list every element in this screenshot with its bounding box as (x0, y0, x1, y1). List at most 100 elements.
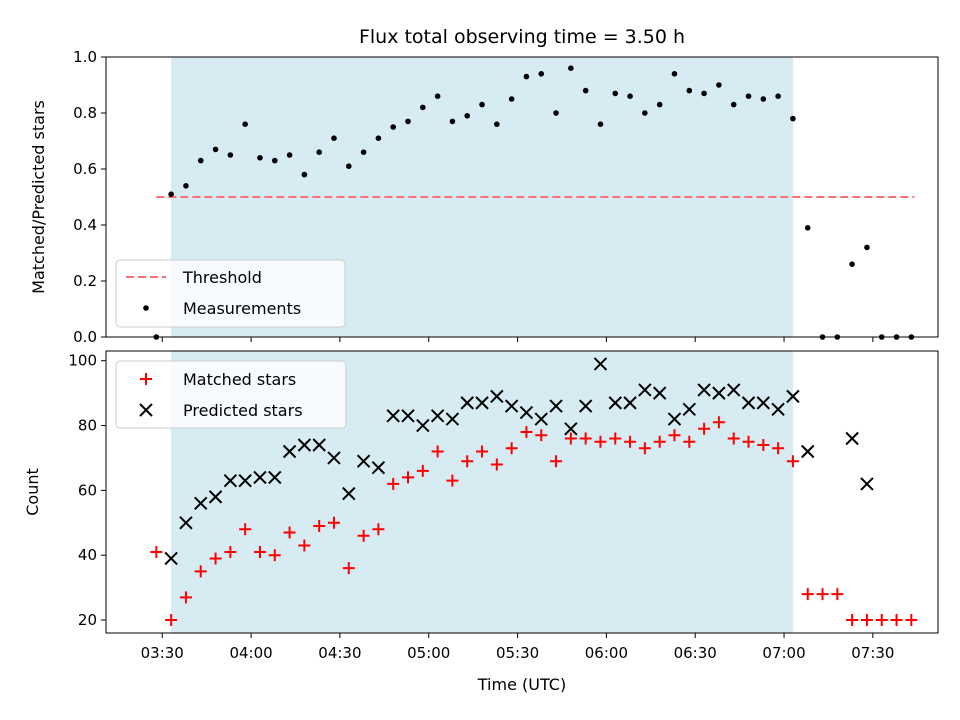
top-ytick-label: 0.4 (73, 216, 97, 234)
matched-star-point (727, 432, 740, 445)
predicted-star-point (504, 399, 519, 413)
predicted-star-point (608, 396, 622, 410)
plot-frame-top (105, 56, 939, 338)
matched-star-point (757, 439, 770, 451)
measurement-point (790, 115, 796, 122)
matched-star-point (520, 426, 533, 439)
x-tick-label: 04:30 (318, 644, 361, 662)
legend-top[interactable]: Threshold Measurements (115, 259, 346, 328)
matched-star-point (638, 442, 651, 455)
measurement-point (375, 135, 382, 141)
predicted-star-point (667, 412, 682, 426)
matched-star-point (653, 435, 666, 448)
matched-star-point (253, 545, 266, 558)
predicted-star-point (490, 389, 504, 404)
chart-title: Flux total observing time = 3.50 h (359, 26, 685, 48)
measurement-point (612, 90, 619, 97)
legend-box-bottom (115, 360, 347, 429)
predicted-star-point (623, 396, 637, 410)
measurement-point (316, 149, 322, 155)
matched-star-point (712, 416, 725, 429)
measurement-point (168, 191, 174, 197)
top-ytick-label: 0.0 (73, 328, 97, 346)
y-axis-label-top: Matched/Predicted stars (29, 100, 48, 294)
predicted-star-point (371, 460, 386, 475)
legend-matched-label: Matched stars (183, 370, 296, 389)
predicted-star-point (416, 418, 430, 433)
measurement-point (464, 113, 471, 119)
predicted-star-point (268, 470, 282, 485)
legend-threshold-label: Threshold (182, 268, 262, 287)
matched-star-point (846, 614, 859, 627)
measurement-point (701, 90, 707, 97)
predicted-star-point (430, 409, 445, 423)
measurement-point (331, 135, 337, 141)
measurement-point (449, 118, 456, 125)
x-tick-label: 07:00 (762, 644, 805, 662)
measurement-point (523, 73, 530, 80)
predicted-star-point (386, 409, 400, 423)
matched-star-point (786, 455, 799, 468)
panel-ratio: 0.0 0.2 0.4 0.6 0.8 1.0 Matched/Predicted sta… (29, 48, 939, 346)
predicted-star-point (460, 396, 474, 410)
predicted-star-point (726, 383, 741, 397)
matched-star-point (209, 552, 222, 565)
matched-star-point (194, 565, 207, 578)
matched-star-point (268, 549, 281, 562)
measurement-point (671, 71, 678, 77)
matched-star-point (372, 523, 385, 536)
predicted-star-point (223, 473, 238, 488)
measurement-point (553, 110, 559, 116)
measurement-point (360, 149, 367, 155)
matched-star-point (476, 445, 489, 458)
legend-measurements-swatch (143, 305, 149, 311)
predicted-star-point (208, 490, 223, 504)
predicted-star-point (327, 451, 341, 465)
measurement-point (582, 87, 589, 94)
measurement-point (568, 65, 574, 71)
matched-star-point (416, 464, 429, 477)
matched-star-point (239, 523, 252, 536)
matched-star-point (860, 614, 873, 627)
matched-star-point (564, 432, 577, 445)
predicted-star-point (578, 399, 593, 413)
measurement-point (627, 93, 633, 99)
predicted-star-point (593, 357, 608, 371)
measurement-point (420, 104, 426, 111)
measurement-point (730, 101, 737, 108)
legend-matched-swatch (140, 373, 152, 385)
predicted-star-point (179, 516, 193, 530)
matched-star-point (772, 442, 785, 455)
measurement-point (775, 93, 781, 99)
predicted-star-point (356, 454, 371, 468)
matched-star-point (905, 614, 918, 627)
matched-star-point (387, 477, 400, 490)
legend-bottom[interactable]: Matched stars Predicted stars (115, 360, 347, 429)
predicted-star-point (786, 389, 800, 404)
panel-count: 20 40 60 80 100 03:30 04:00 04:30 05:00 05:30 06:… (23, 350, 939, 694)
x-tick-label: 06:00 (585, 644, 628, 662)
x-axis-label: Time (UTC) (477, 675, 566, 694)
measurement-point (494, 121, 500, 127)
top-ytick-label: 1.0 (73, 48, 97, 66)
matched-star-point (594, 435, 607, 448)
predicted-star-point (238, 473, 252, 488)
predicted-star-point (475, 396, 489, 410)
predicted-star-point (771, 402, 785, 417)
predicted-star-point (756, 396, 771, 410)
x-tick-label: 07:30 (851, 644, 894, 662)
measurement-point (183, 183, 189, 189)
predicted-star-point (697, 383, 711, 397)
predicted-star-point (682, 402, 696, 417)
matched-star-point (579, 432, 592, 445)
matched-star-point (327, 516, 340, 529)
measurement-point (656, 101, 663, 108)
matched-star-point (890, 614, 903, 627)
measurement-point (390, 124, 397, 130)
matched-star-point (698, 422, 711, 435)
matched-star-point (668, 429, 681, 442)
measurement-point (760, 96, 767, 102)
matched-star-point (683, 435, 696, 448)
y-axis-label-bottom: Count (23, 468, 42, 516)
